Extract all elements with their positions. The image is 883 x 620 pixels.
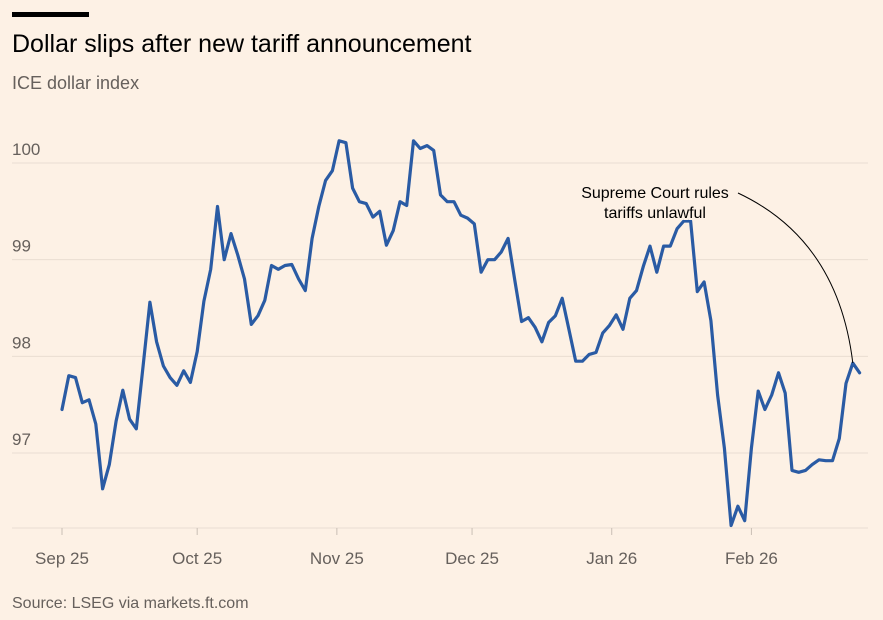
- source-note: Source: LSEG via markets.ft.com: [12, 595, 249, 612]
- y-tick-label: 97: [12, 430, 31, 449]
- x-tick-label: Nov 25: [310, 549, 364, 568]
- x-tick-label: Feb 26: [725, 549, 778, 568]
- x-tick-label: Dec 25: [445, 549, 499, 568]
- x-tick-label: Jan 26: [586, 549, 637, 568]
- chart-subtitle: ICE dollar index: [12, 73, 140, 93]
- y-tick-label: 99: [12, 237, 31, 256]
- x-tick-label: Sep 25: [35, 549, 89, 568]
- annotation-leader-line: [737, 192, 854, 364]
- annotation-label: Supreme Court rules: [581, 185, 729, 202]
- y-tick-label: 98: [12, 333, 31, 352]
- annotation-label: tariffs unlawful: [604, 205, 706, 222]
- x-tick-label: Oct 25: [172, 549, 222, 568]
- brand-accent-bar: [12, 12, 89, 17]
- y-tick-label: 100: [12, 140, 40, 159]
- dollar-index-line: [60, 139, 862, 528]
- chart-title: Dollar slips after new tariff announceme…: [12, 30, 472, 58]
